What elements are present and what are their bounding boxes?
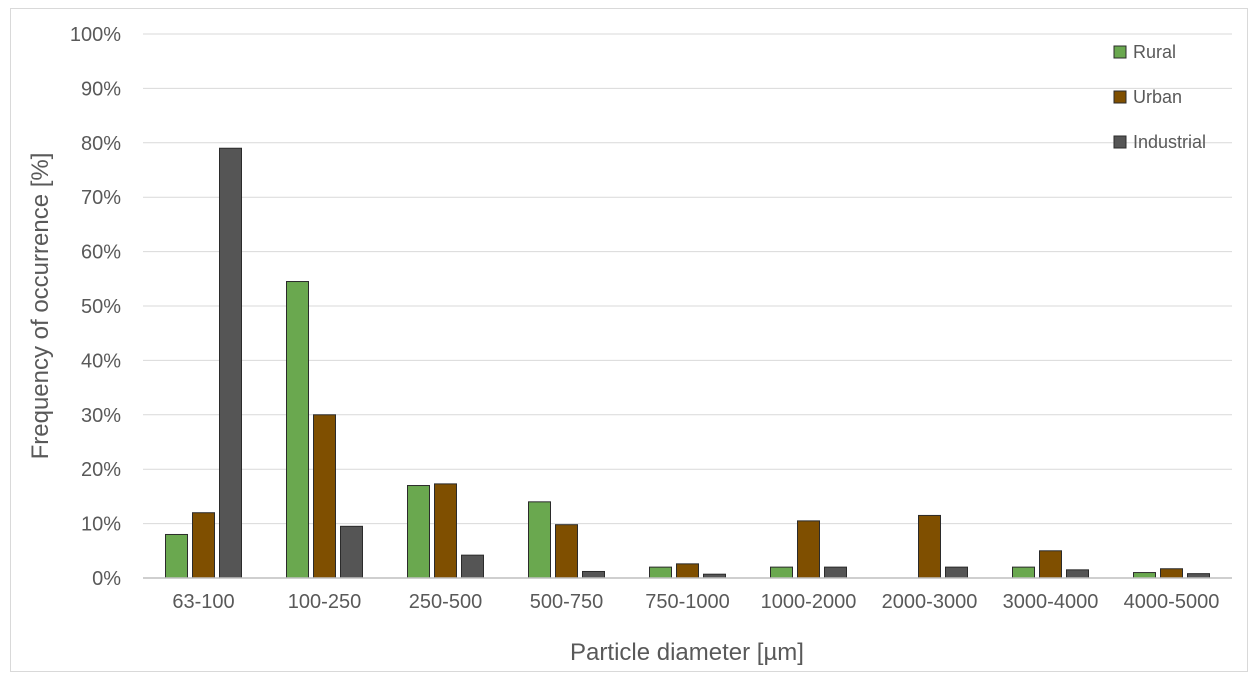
legend-swatch-urban [1113, 90, 1127, 104]
x-tick-label: 3000-4000 [1003, 591, 1099, 613]
bar-rural [286, 281, 309, 579]
bar-rural [649, 566, 672, 579]
legend-swatch-rural [1113, 45, 1127, 59]
bar-industrial [945, 566, 968, 579]
bar-urban [797, 520, 820, 579]
y-tick-label: 40% [81, 350, 121, 372]
bar-industrial [824, 566, 847, 579]
bar-industrial [461, 554, 484, 579]
y-tick-label: 60% [81, 242, 121, 264]
x-axis-title: Particle diameter [µm] [570, 639, 804, 666]
y-tick-label: 20% [81, 459, 121, 481]
bar-urban [1160, 568, 1183, 579]
bar-urban [676, 563, 699, 579]
bars [165, 147, 1210, 579]
y-tick-label: 100% [70, 24, 121, 46]
bar-urban [434, 483, 457, 579]
x-tick-label: 250-500 [409, 591, 482, 613]
legend-label-industrial: Industrial [1133, 132, 1206, 152]
x-tick-label: 4000-5000 [1124, 591, 1220, 613]
legend-label-rural: Rural [1133, 42, 1176, 62]
bar-rural [528, 501, 551, 579]
bar-industrial [1066, 569, 1089, 579]
y-tick-label: 0% [92, 568, 121, 590]
y-tick-label: 30% [81, 405, 121, 427]
x-tick-label: 63-100 [172, 591, 234, 613]
bar-urban [1039, 550, 1062, 579]
y-axis-title: Frequency of occurrence [%] [27, 153, 54, 460]
y-tick-label: 90% [81, 78, 121, 100]
bar-rural [165, 533, 188, 579]
legend-label-urban: Urban [1133, 87, 1182, 107]
x-tick-label: 750-1000 [645, 591, 730, 613]
y-tick-label: 70% [81, 187, 121, 209]
legend-swatch-industrial [1113, 135, 1127, 149]
x-tick-label: 100-250 [288, 591, 361, 613]
bar-rural [1012, 566, 1035, 579]
legend: Rural Urban Industrial [1113, 42, 1206, 152]
x-tick-label: 500-750 [530, 591, 603, 613]
bar-urban [192, 512, 215, 579]
y-tick-label: 10% [81, 514, 121, 536]
y-axis-ticks: 0% 10% 20% 30% 40% 50% 60% 70% 80% 90% 100% [70, 24, 121, 590]
x-tick-label: 2000-3000 [882, 591, 978, 613]
bar-rural [770, 566, 793, 579]
x-axis-ticks: 63-100 100-250 250-500 500-750 750-1000 1000-… [172, 591, 1219, 613]
bar-industrial [340, 525, 363, 579]
bar-urban [555, 524, 578, 579]
bar-industrial [582, 570, 605, 579]
bar-rural [407, 485, 430, 579]
bar-urban [918, 514, 941, 579]
y-tick-label: 50% [81, 296, 121, 318]
bar-rural [1133, 572, 1156, 579]
y-tick-label: 80% [81, 133, 121, 155]
bar-urban [313, 414, 336, 579]
bar-industrial [219, 147, 242, 579]
x-tick-label: 1000-2000 [761, 591, 857, 613]
